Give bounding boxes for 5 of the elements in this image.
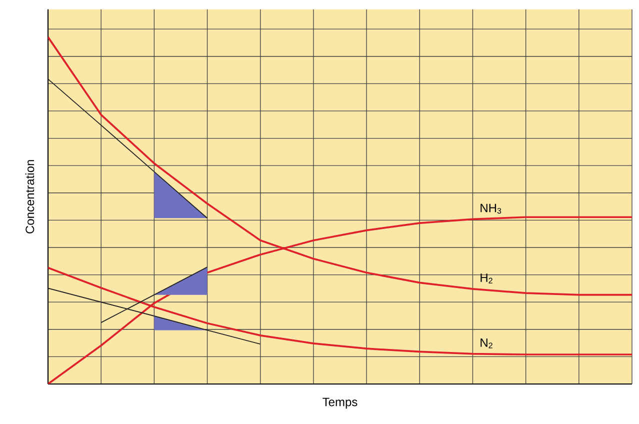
series-label: NH$_{3}$	[480, 204, 502, 214]
series-label: N$_{2}$	[480, 338, 492, 348]
y-axis-title: Concentration	[25, 160, 34, 234]
series-label: H$_{2}$	[480, 274, 492, 284]
x-axis-title: Temps	[322, 398, 358, 409]
